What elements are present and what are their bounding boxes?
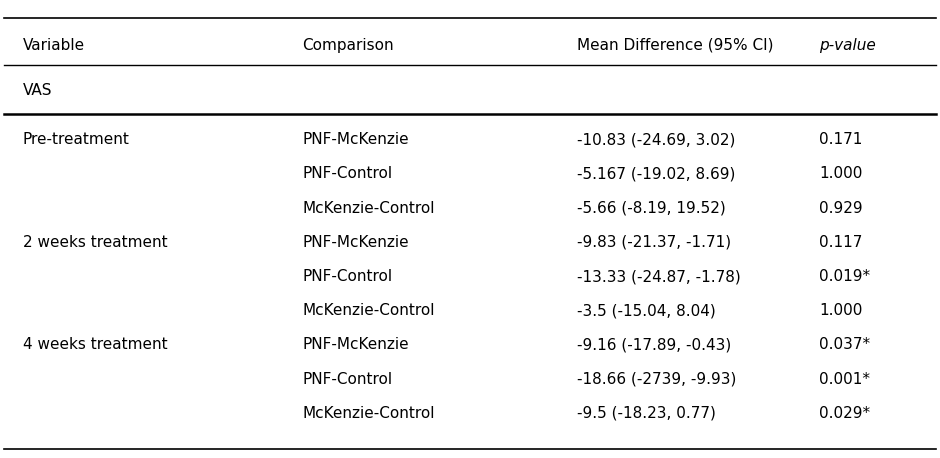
Text: Comparison: Comparison	[303, 38, 394, 53]
Text: -3.5 (-15.04, 8.04): -3.5 (-15.04, 8.04)	[577, 303, 716, 318]
Text: 4 weeks treatment: 4 weeks treatment	[23, 338, 167, 352]
Text: 0.171: 0.171	[820, 132, 863, 147]
Text: 0.117: 0.117	[820, 235, 863, 250]
Text: VAS: VAS	[23, 83, 53, 98]
Text: 0.037*: 0.037*	[820, 338, 870, 352]
Text: 0.001*: 0.001*	[820, 371, 870, 387]
Text: McKenzie-Control: McKenzie-Control	[303, 303, 435, 318]
Text: PNF-McKenzie: PNF-McKenzie	[303, 235, 409, 250]
Text: PNF-Control: PNF-Control	[303, 371, 392, 387]
Text: Variable: Variable	[23, 38, 85, 53]
Text: -5.167 (-19.02, 8.69): -5.167 (-19.02, 8.69)	[577, 167, 735, 181]
Text: -9.16 (-17.89, -0.43): -9.16 (-17.89, -0.43)	[577, 338, 731, 352]
Text: -9.83 (-21.37, -1.71): -9.83 (-21.37, -1.71)	[577, 235, 731, 250]
Text: -5.66 (-8.19, 19.52): -5.66 (-8.19, 19.52)	[577, 201, 726, 216]
Text: 2 weeks treatment: 2 weeks treatment	[23, 235, 167, 250]
Text: 0.019*: 0.019*	[820, 269, 870, 284]
Text: PNF-McKenzie: PNF-McKenzie	[303, 132, 409, 147]
Text: McKenzie-Control: McKenzie-Control	[303, 201, 435, 216]
Text: McKenzie-Control: McKenzie-Control	[303, 406, 435, 421]
Text: 0.029*: 0.029*	[820, 406, 870, 421]
Text: PNF-McKenzie: PNF-McKenzie	[303, 338, 409, 352]
Text: Mean Difference (95% CI): Mean Difference (95% CI)	[577, 38, 774, 53]
Text: 1.000: 1.000	[820, 303, 863, 318]
Text: PNF-Control: PNF-Control	[303, 269, 392, 284]
Text: 0.929: 0.929	[820, 201, 863, 216]
Text: -18.66 (-2739, -9.93): -18.66 (-2739, -9.93)	[577, 371, 737, 387]
Text: PNF-Control: PNF-Control	[303, 167, 392, 181]
Text: p-value: p-value	[820, 38, 876, 53]
Text: -9.5 (-18.23, 0.77): -9.5 (-18.23, 0.77)	[577, 406, 716, 421]
Text: Pre-treatment: Pre-treatment	[23, 132, 130, 147]
Text: -13.33 (-24.87, -1.78): -13.33 (-24.87, -1.78)	[577, 269, 741, 284]
Text: 1.000: 1.000	[820, 167, 863, 181]
Text: -10.83 (-24.69, 3.02): -10.83 (-24.69, 3.02)	[577, 132, 735, 147]
